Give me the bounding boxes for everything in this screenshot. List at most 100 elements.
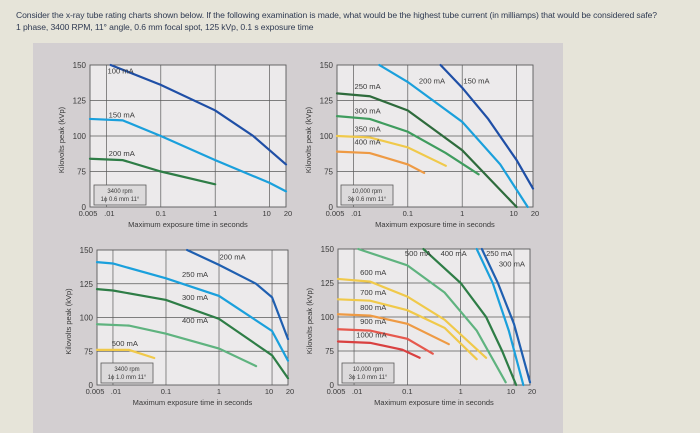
series-line-900-mA <box>336 328 434 355</box>
y-axis-label: Kilovolts peak (kVp) <box>305 287 314 354</box>
series-label: 200 mA <box>219 252 246 261</box>
x-tick-label: .01 <box>104 209 114 218</box>
x-axis-label: Maximum exposure time in seconds <box>374 398 494 407</box>
x-tick-label: 20 <box>531 209 539 218</box>
question-line-1: Consider the x-ray tube rating charts sh… <box>16 10 657 20</box>
series-label: 400 mA <box>355 138 382 147</box>
y-tick-label: 75 <box>325 347 334 356</box>
x-tick-label: 0.1 <box>403 209 413 218</box>
series-line-200-mA <box>378 63 529 209</box>
series-label: 500 mA <box>405 249 432 258</box>
series-line-150-mA <box>88 117 288 193</box>
question-line-2: 1 phase, 3400 RPM, 11° angle, 0.6 mm foc… <box>16 22 314 32</box>
series-line-400-mA <box>335 150 426 175</box>
y-tick-label: 150 <box>80 246 94 255</box>
x-tick-label: 0.005 <box>79 209 98 218</box>
series-label: 200 mA <box>109 149 136 158</box>
series-line-1000-mA <box>336 340 421 359</box>
y-tick-label: 100 <box>321 313 335 322</box>
x-tick-label: 0.1 <box>156 209 166 218</box>
series-label: 600 mA <box>360 268 387 277</box>
x-tick-label: .01 <box>351 209 361 218</box>
x-tick-label: 1 <box>459 387 463 396</box>
y-tick-label: 0 <box>82 203 87 212</box>
y-tick-label: 75 <box>324 168 333 177</box>
x-tick-label: 0.1 <box>161 387 171 396</box>
y-tick-label: 150 <box>321 245 335 254</box>
y-axis-label: Kilovolts peak (kVp) <box>57 106 66 173</box>
x-tick-label: 20 <box>528 387 536 396</box>
series-line-350-mA <box>335 134 447 167</box>
y-tick-label: 0 <box>330 381 335 390</box>
x-tick-label: 1 <box>460 209 464 218</box>
y-tick-label: 125 <box>73 97 87 106</box>
series-line-800-mA <box>336 313 450 346</box>
x-tick-label: 10 <box>265 387 273 396</box>
tube-spec-text: 3400 rpm <box>114 367 139 373</box>
y-tick-label: 100 <box>320 132 334 141</box>
y-tick-label: 100 <box>73 132 87 141</box>
series-line-300-mA <box>335 115 480 176</box>
series-line-300-mA <box>95 288 290 380</box>
series-label: 1000 mA <box>356 330 387 339</box>
series-label: 300 mA <box>355 106 382 115</box>
plot-area <box>96 249 289 386</box>
question-text: Consider the x-ray tube rating charts sh… <box>16 9 696 33</box>
x-tick-label: 1 <box>213 209 217 218</box>
series-label: 300 mA <box>182 293 209 302</box>
x-tick-label: 10 <box>262 209 270 218</box>
series-line-700-mA <box>336 298 478 361</box>
y-axis-label: Kilovolts peak (kVp) <box>304 106 313 173</box>
series-label: 400 mA <box>182 316 209 325</box>
y-tick-label: 0 <box>89 381 94 390</box>
x-tick-label: 0.005 <box>86 387 105 396</box>
tube-spec-text: 3ϕ 0.6 mm 11° <box>348 197 387 203</box>
series-label: 900 mA <box>360 317 387 326</box>
y-tick-label: 150 <box>320 61 334 70</box>
x-tick-label: 10 <box>507 387 515 396</box>
x-axis-label: Maximum exposure time in seconds <box>128 220 248 229</box>
series-line-150-mA <box>439 63 535 190</box>
series-label: 250 mA <box>182 270 209 279</box>
x-tick-label: 20 <box>286 387 294 396</box>
y-tick-label: 125 <box>321 279 335 288</box>
series-line-100-mA <box>109 63 288 166</box>
x-tick-label: 1 <box>217 387 221 396</box>
series-line-300-mA <box>475 247 525 387</box>
series-line-500-mA <box>95 348 156 360</box>
x-tick-label: 0.005 <box>327 387 346 396</box>
x-axis-label: Maximum exposure time in seconds <box>133 398 253 407</box>
y-tick-label: 75 <box>77 168 86 177</box>
series-label: 350 mA <box>355 125 382 134</box>
tube-spec-text: 10,000 rpm <box>353 367 383 373</box>
tube-spec-box <box>93 184 147 206</box>
y-tick-label: 75 <box>84 347 93 356</box>
series-line-200-mA <box>88 157 217 186</box>
series-label: 800 mA <box>360 303 387 312</box>
y-tick-label: 125 <box>80 280 94 289</box>
series-line-400-mA <box>95 323 258 368</box>
series-label: 150 mA <box>109 111 136 120</box>
series-line-200-mA <box>185 248 290 341</box>
series-label: 100 mA <box>108 67 135 76</box>
tube-spec-text: 1ϕ 1.0 mm 11° <box>108 375 147 381</box>
series-label: 700 mA <box>360 288 387 297</box>
x-tick-label: 0.005 <box>326 209 345 218</box>
series-label: 400 mA <box>441 249 468 258</box>
tube-spec-text: 1ϕ 0.6 mm 11° <box>101 197 140 203</box>
y-tick-label: 100 <box>80 314 94 323</box>
series-label: 200 mA <box>419 76 446 85</box>
x-tick-label: 0.1 <box>402 387 412 396</box>
series-line-250-mA <box>95 261 290 362</box>
x-tick-label: 20 <box>284 209 292 218</box>
series-label: 250 mA <box>355 82 382 91</box>
series-line-250-mA <box>480 247 532 384</box>
series-line-500-mA <box>357 247 507 384</box>
y-axis-label: Kilovolts peak (kVp) <box>64 288 73 355</box>
tube-spec-box <box>100 362 154 384</box>
tube-spec-box <box>340 184 394 206</box>
